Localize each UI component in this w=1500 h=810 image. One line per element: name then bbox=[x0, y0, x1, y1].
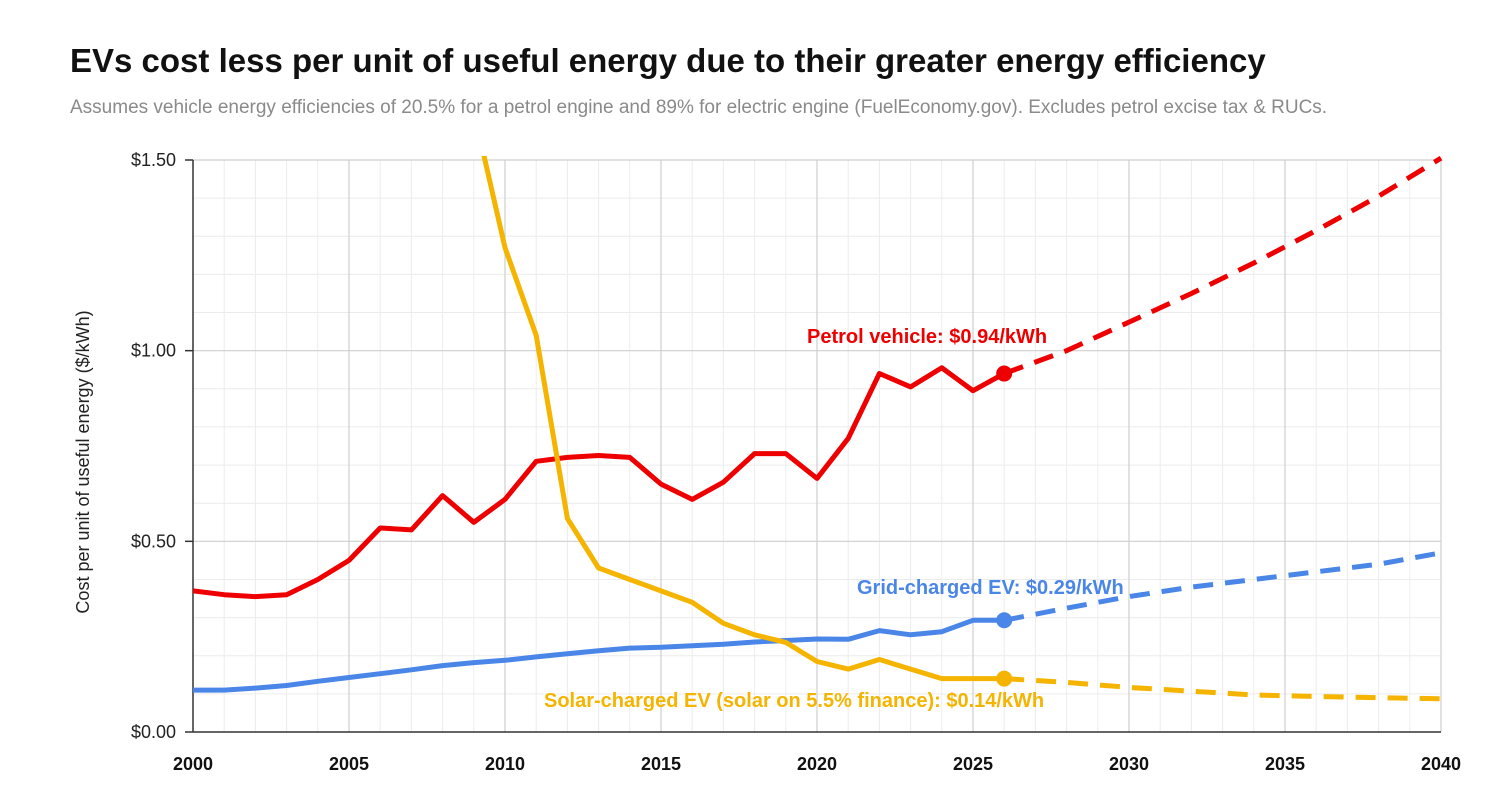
y-tick-label: $0.50 bbox=[131, 531, 176, 551]
y-tick-label: $1.00 bbox=[131, 341, 176, 361]
grid-annotation: Grid-charged EV: $0.29/kWh bbox=[857, 577, 1124, 599]
petrol-historical-line bbox=[193, 365, 1006, 600]
solar-annotation: Solar-charged EV (solar on 5.5% finance)… bbox=[544, 690, 1044, 712]
x-tick-label: 2020 bbox=[797, 754, 837, 774]
solar-historical-line bbox=[481, 156, 1005, 682]
petrol-annotation: Petrol vehicle: $0.94/kWh bbox=[807, 326, 1047, 348]
petrol-endpoint-marker bbox=[996, 365, 1013, 382]
grid-projection-line bbox=[1003, 550, 1442, 623]
y-tick-label: $1.50 bbox=[131, 150, 176, 170]
axes bbox=[192, 160, 1441, 733]
major-gridlines bbox=[193, 159, 1442, 732]
grid-endpoint-marker bbox=[996, 612, 1013, 629]
solar-projection-line bbox=[1004, 676, 1442, 702]
petrol-projection-line bbox=[1003, 156, 1443, 376]
x-tick-label: 2040 bbox=[1421, 754, 1461, 774]
annotations: Petrol vehicle: $0.94/kWh Grid-charged EV… bbox=[544, 326, 1124, 712]
minor-gridlines bbox=[193, 160, 1441, 732]
series-layer bbox=[193, 156, 1443, 702]
solar-endpoint-marker bbox=[996, 670, 1013, 687]
x-tick-label: 2035 bbox=[1265, 754, 1305, 774]
grid-historical-line bbox=[193, 617, 1005, 693]
x-tick-label: 2025 bbox=[953, 754, 993, 774]
chart-title: EVs cost less per unit of useful energy … bbox=[70, 42, 1266, 79]
x-tick-label: 2015 bbox=[641, 754, 681, 774]
x-tick-label: 2000 bbox=[173, 754, 213, 774]
y-tick-label: $0.00 bbox=[131, 722, 176, 742]
x-tick-label: 2005 bbox=[329, 754, 369, 774]
x-tick-label: 2030 bbox=[1109, 754, 1149, 774]
chart-subtitle: Assumes vehicle energy efficiencies of 2… bbox=[70, 97, 1328, 118]
y-axis-label: Cost per unit of useful energy ($/kWh) bbox=[73, 310, 93, 613]
y-axis-ticks: $0.00 $0.50 $1.00 $1.50 bbox=[131, 150, 193, 742]
x-axis-ticks: 2000 2005 2010 2015 2020 2025 2030 2035 2040 bbox=[173, 754, 1461, 774]
x-tick-label: 2010 bbox=[485, 754, 525, 774]
